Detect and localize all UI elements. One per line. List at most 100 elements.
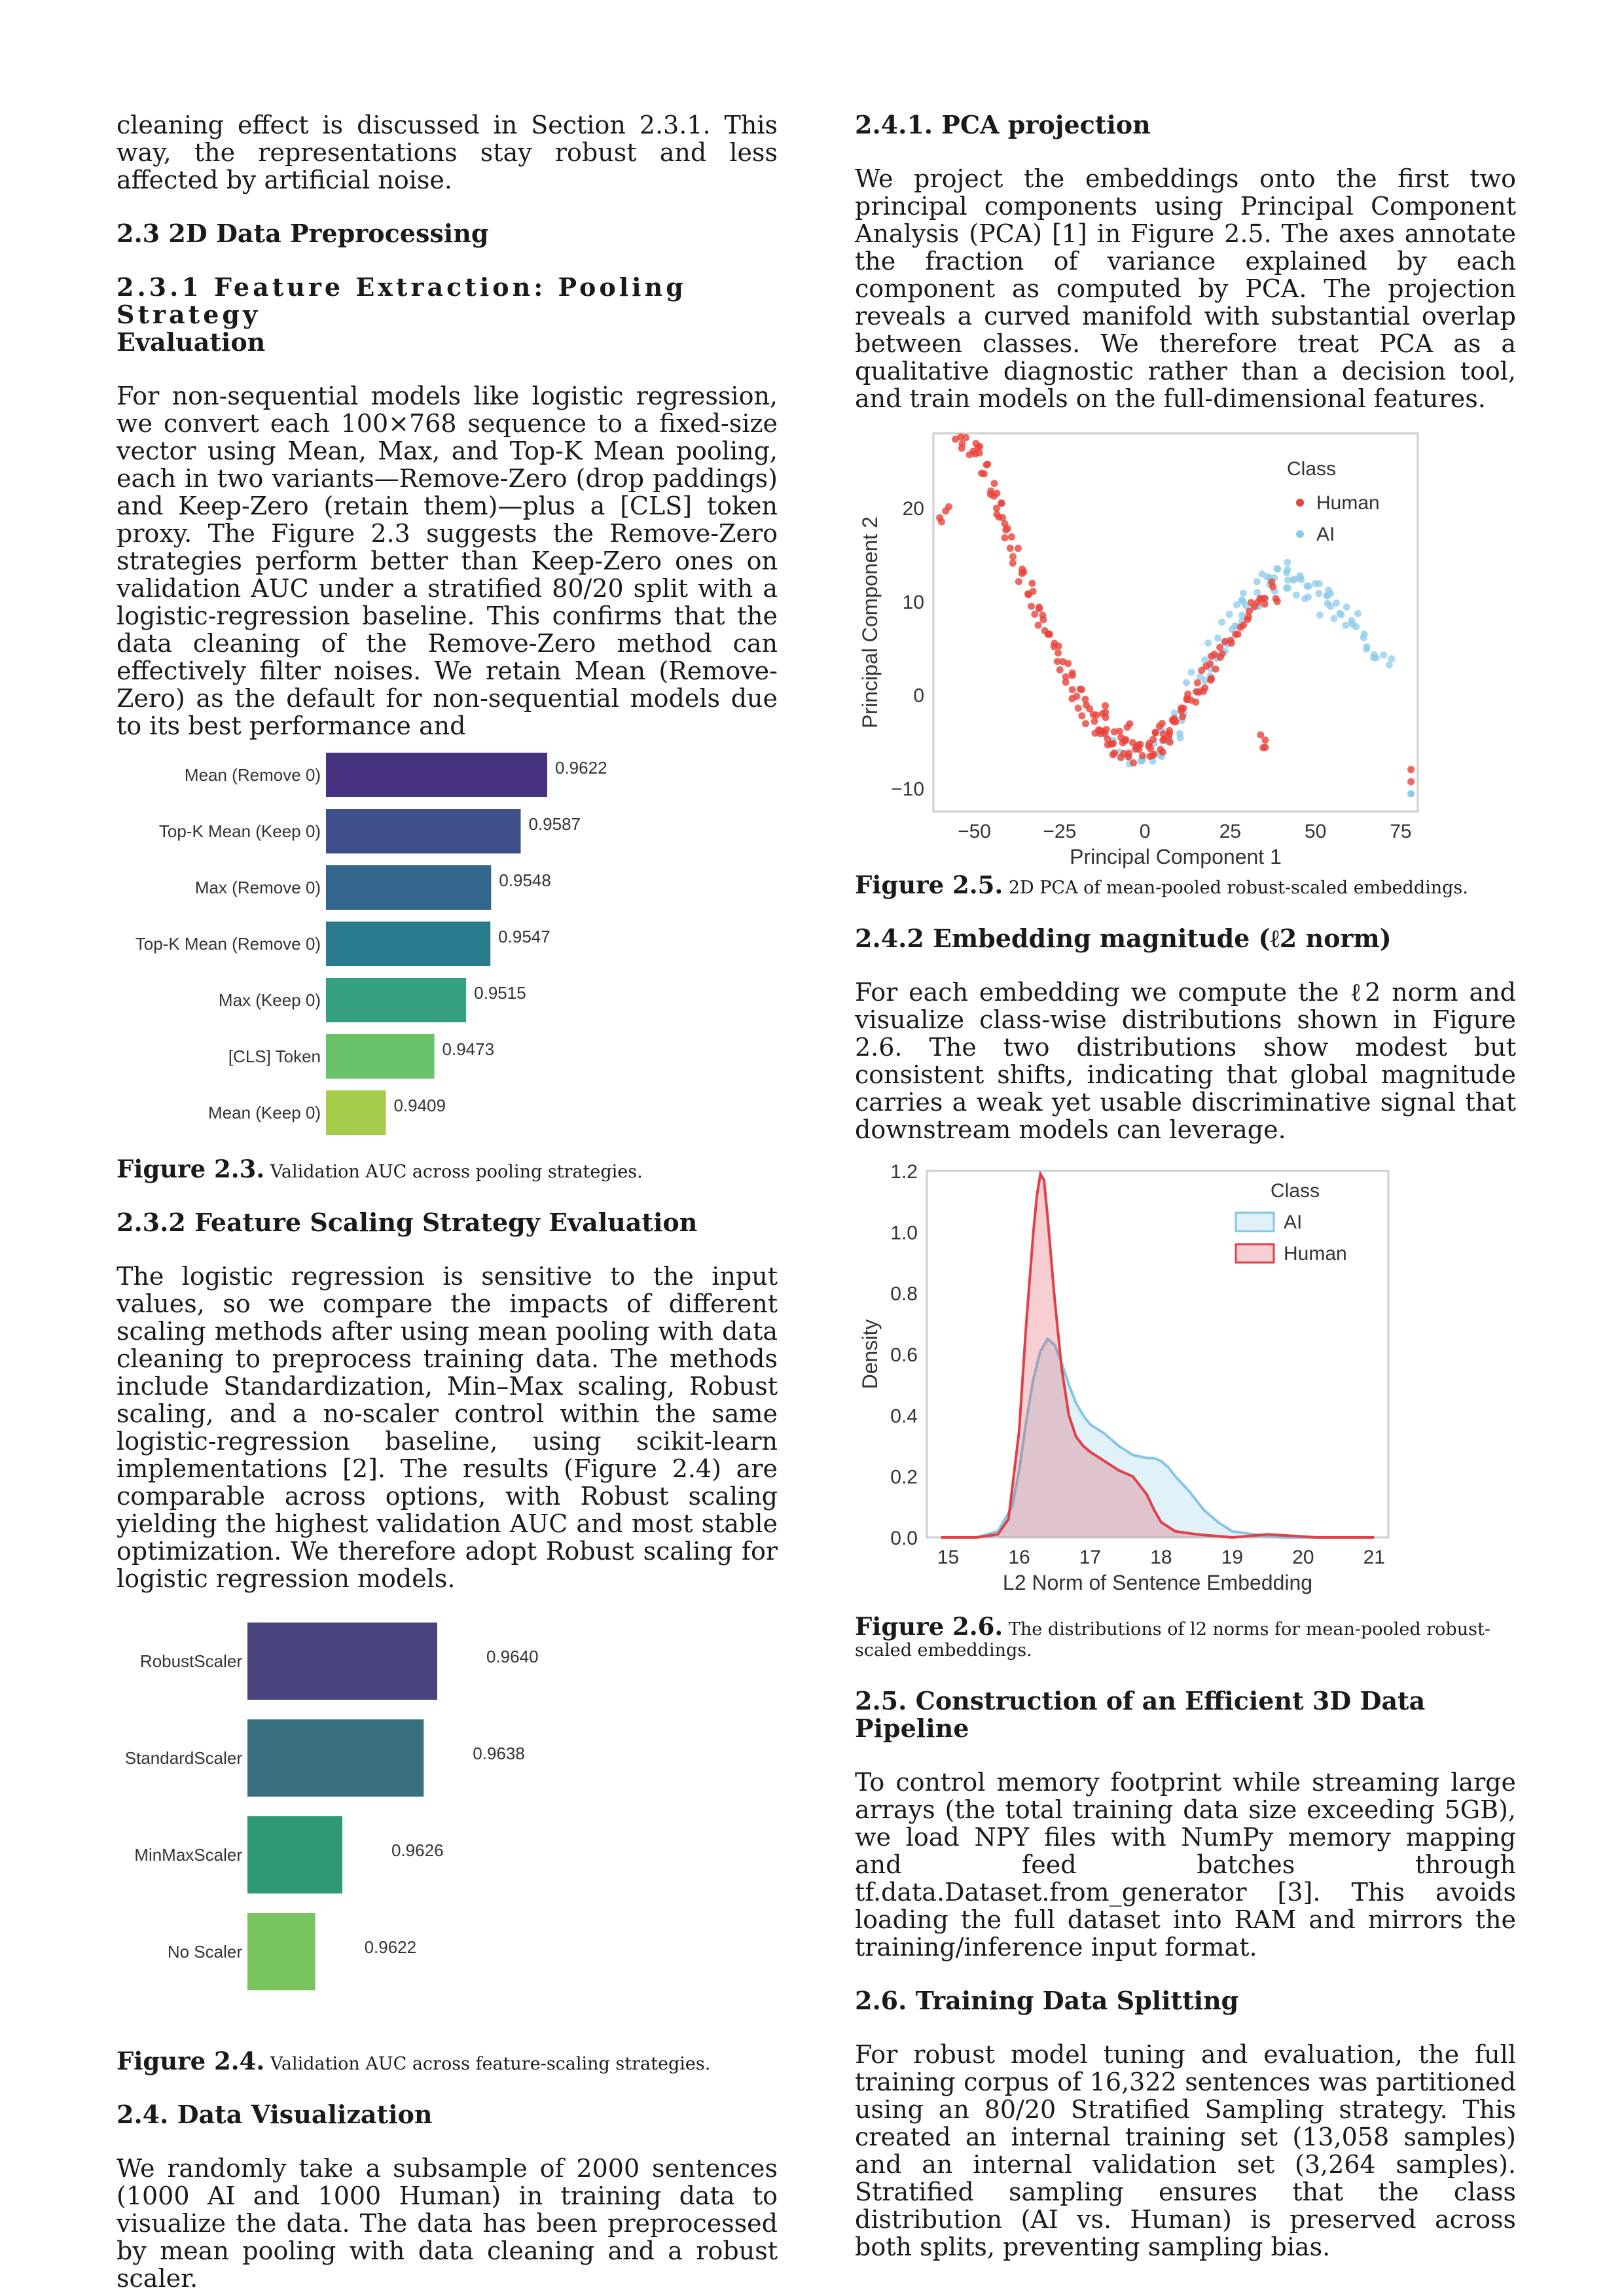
human-point [1068,672,1076,679]
human-point [1261,736,1269,744]
category-label: Top-K Mean (Keep 0) [159,821,321,841]
density-line-ai [941,1336,1375,1539]
ai-point [1330,615,1338,622]
category-label: Top-K Mean (Remove 0) [135,934,321,954]
human-point [1138,751,1146,759]
ai-point [1315,590,1323,598]
ai-point [1242,601,1250,609]
ai-point [1253,578,1261,586]
human-point [945,503,952,511]
x-tick-label: 20 [1292,1547,1314,1568]
ai-point [1348,620,1356,628]
bar-1 [247,1719,424,1797]
x-axis-label: L2 Norm of Sentence Embedding [1003,1571,1312,1594]
ai-point [1342,621,1350,629]
ai-point [1197,673,1204,681]
bar-0 [326,753,547,797]
value-label: 0.9587 [528,814,581,834]
pca-paragraph: We project the embeddings onto the first… [855,164,1516,413]
ai-point [1305,583,1312,590]
x-tick-label: 17 [1079,1547,1101,1568]
value-label: 0.9640 [486,1647,539,1666]
figure-2-6-caption-text-line2: scaled embeddings. [855,1640,1032,1660]
human-point [990,480,998,488]
human-point [1051,639,1058,647]
bar-2 [247,1816,342,1893]
category-label: Mean (Keep 0) [208,1103,321,1122]
human-point [1221,637,1229,645]
pooling-paragraph: For non-sequential models like logistic … [117,382,778,740]
human-point [1102,726,1110,734]
human-point [1147,745,1155,753]
human-point [1092,711,1100,719]
ai-point [1284,584,1291,592]
human-point [1007,533,1015,541]
y-tick-label: −10 [891,778,924,800]
scaling-paragraph: The logistic regression is sensitive to … [117,1262,778,1593]
ai-point [1372,654,1380,662]
y-tick-label: 20 [903,498,924,520]
legend-label-human: Human [1284,1243,1347,1265]
human-point [1059,658,1067,666]
human-point [1195,688,1203,696]
bar-5 [326,1034,435,1079]
human-point [1110,749,1118,757]
value-label: 0.9548 [499,870,551,890]
ai-point [1201,677,1209,685]
human-point [1268,578,1276,586]
human-point [993,490,1001,497]
figure-2-3-caption: Figure 2.3. Validation AUC across poolin… [117,1157,778,1183]
density-line-human [941,1170,1375,1539]
human-point [1015,578,1022,586]
x-tick-label: 0 [1140,821,1151,842]
value-label: 0.9638 [473,1744,525,1763]
human-point [937,518,945,526]
human-point [1062,678,1070,686]
human-point [1207,676,1215,684]
human-point [1216,643,1224,651]
x-tick-label: −50 [958,821,991,842]
plot-frame [932,432,1419,813]
bar-3 [326,922,491,966]
human-point [1251,603,1259,611]
human-point [1006,545,1014,552]
human-point [1244,616,1252,624]
human-point [1206,660,1214,668]
right-column: 2.4.1. PCA projection We project the emb… [855,111,1516,2261]
human-outlier-point [1407,766,1415,774]
ai-point [1354,609,1362,617]
human-point [980,470,988,478]
human-point [1115,727,1123,735]
section-2-4-2-heading: 2.4.2 Embedding magnitude (ℓ2 norm) [855,924,1392,953]
human-point [1110,728,1118,736]
value-label: 0.9622 [555,758,607,778]
y-axis-label: Principal Component 2 [858,516,882,728]
pooling-auc-bar-chart: Mean (Remove 0) 0.9622 Top-K Mean (Keep 0)… [135,753,607,1135]
human-point [992,505,1000,512]
category-label: No Scaler [168,1942,242,1962]
human-point [1110,740,1117,747]
section-2-3-heading: 2.3 2D Data Preprocessing [117,219,489,248]
ai-point [1292,591,1300,599]
human-point [1170,715,1178,723]
section-2-4-1-heading: 2.4.1. PCA projection [855,110,1151,139]
section-2-3-1-heading-line1: 2.3.1 Feature Extraction: Pooling Strate… [117,272,687,329]
human-point [1158,719,1166,727]
bar-3 [247,1913,316,1990]
human-point [1102,702,1110,709]
pipeline-paragraph: To control memory footprint while stream… [855,1768,1516,1962]
bar-1 [326,809,521,853]
y-tick-label: 0.0 [890,1528,918,1549]
human-point [1003,524,1011,532]
human-point [1056,666,1064,673]
ai-point [1187,668,1195,676]
category-label: [CLS] Token [228,1047,321,1066]
human-point [1126,720,1134,728]
category-label: StandardScaler [125,1748,243,1768]
ai-point [1204,639,1212,647]
human-point [1078,712,1086,720]
figure-2-6-label: Figure 2.6. [855,1612,1003,1641]
human-point [1091,717,1098,725]
y-tick-label: 0.2 [890,1467,918,1488]
x-tick-label: 50 [1305,821,1326,842]
